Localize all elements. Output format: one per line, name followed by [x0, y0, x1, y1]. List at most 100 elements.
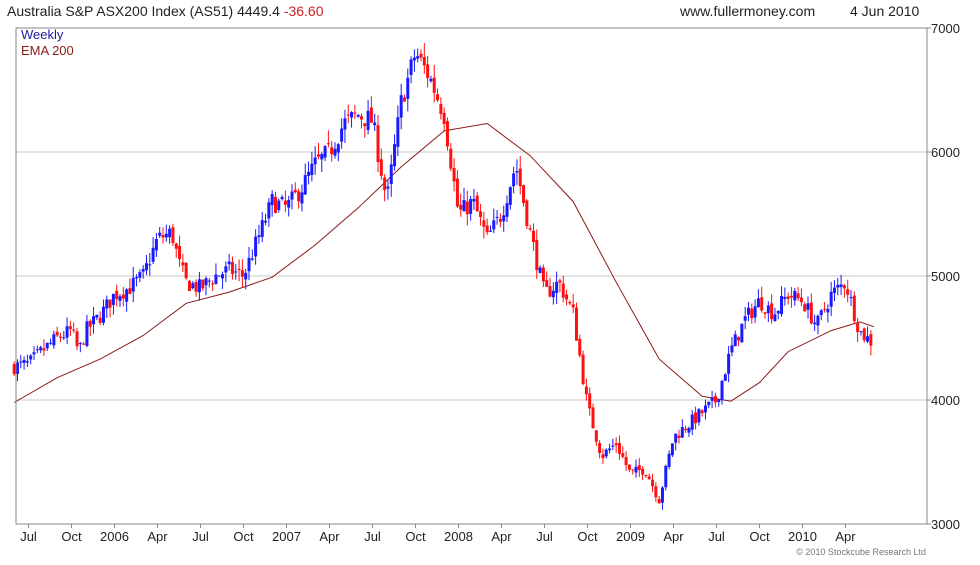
candle-body [700, 410, 704, 414]
chart-title: Australia S&P ASX200 Index (AS51) 4449.4… [7, 3, 324, 19]
candle-body [151, 247, 155, 262]
candle-body [780, 295, 784, 315]
candle-body [303, 175, 307, 195]
candle-body [664, 465, 668, 488]
candle-body [866, 336, 870, 342]
candle-body [75, 331, 79, 347]
candle-body [760, 297, 764, 311]
candle-body [763, 312, 767, 314]
candle-body [677, 435, 681, 438]
candle-body [654, 486, 658, 498]
candle-body [786, 296, 790, 299]
candle-body [512, 173, 516, 187]
candle-body [406, 77, 410, 99]
candle-body [522, 185, 526, 204]
candle-body [584, 386, 588, 395]
x-tick-label: Oct [405, 529, 426, 544]
candle-body [737, 336, 741, 341]
candle-body [121, 294, 125, 299]
x-tick-label: Apr [491, 529, 512, 544]
candle-body [746, 307, 750, 315]
candle-body [849, 297, 853, 299]
candle-body [393, 144, 397, 167]
candle-body [333, 148, 337, 156]
candle-body [254, 236, 258, 257]
x-tick-label: Jul [364, 529, 381, 544]
candle-body [839, 284, 843, 288]
candle-body [416, 56, 420, 59]
x-tick-label: Oct [577, 529, 598, 544]
candle-body [574, 307, 578, 341]
candle-body [52, 334, 56, 346]
candle-body [307, 171, 311, 176]
candle-body [608, 448, 612, 451]
candle-body [128, 288, 132, 294]
candle-body [412, 57, 416, 61]
candle-body [72, 329, 76, 331]
candle-body [667, 453, 671, 467]
candle-body [717, 399, 721, 403]
candle-body [187, 280, 191, 292]
x-tick-label: 2010 [788, 529, 817, 544]
candle-body [280, 197, 284, 200]
candle-body [320, 154, 324, 160]
candle-body [720, 381, 724, 401]
x-tick-label: Oct [233, 529, 254, 544]
candle-body [310, 163, 314, 175]
candle-body [796, 293, 800, 299]
y-tick-label: 5000 [931, 269, 960, 284]
candle-body [445, 121, 449, 147]
candle-body [498, 218, 502, 222]
candle-body [502, 215, 506, 222]
candle-body [819, 310, 823, 316]
candle-body [611, 445, 615, 447]
candle-body [402, 97, 406, 102]
candle-body [637, 465, 641, 470]
candle-body [449, 148, 453, 169]
candle-body [32, 352, 36, 355]
candle-body [495, 216, 499, 218]
candle-body [141, 269, 145, 272]
candle-body [621, 453, 625, 457]
candle-body [829, 291, 833, 307]
site-label: www.fullermoney.com [679, 3, 815, 19]
candle-body [181, 262, 185, 266]
copyright-text: © 2010 Stockcube Research Ltd [796, 547, 926, 557]
candle-body [581, 354, 585, 385]
candle-body [806, 303, 810, 310]
candle-body [684, 428, 688, 431]
y-tick-label: 4000 [931, 393, 960, 408]
candle-body [39, 347, 43, 351]
candle-body [687, 427, 691, 433]
candle-body [535, 239, 539, 271]
x-tick-label: 2009 [616, 529, 645, 544]
legend-weekly: Weekly [21, 27, 64, 42]
candle-body [98, 317, 102, 323]
x-tick-label: 2008 [444, 529, 473, 544]
candle-body [426, 64, 430, 79]
candle-body [515, 171, 519, 173]
grid [16, 151, 927, 401]
candle-body [813, 322, 817, 325]
candle-body [201, 279, 205, 289]
candle-body [703, 405, 707, 413]
candle-body [538, 267, 542, 273]
candle-body [65, 326, 69, 338]
candle-body [343, 118, 347, 130]
candle-body [482, 220, 486, 227]
candle-body [492, 220, 496, 230]
candle-body [508, 187, 512, 205]
candle-body [571, 304, 575, 308]
candle-body [727, 353, 731, 374]
candle-body [789, 295, 793, 298]
candle-body [168, 228, 172, 238]
candle-body [88, 320, 92, 327]
candle-body [740, 323, 744, 343]
y-axis: 3000 4000 5000 6000 7000 [927, 21, 960, 532]
candle-body [776, 311, 780, 314]
candle-body [359, 116, 363, 120]
candle-body [356, 114, 360, 117]
chart-title-prefix: Australia S&P ASX200 Index (AS51) 4449.4 [7, 3, 280, 19]
candle-body [191, 283, 195, 289]
candle-body [62, 337, 66, 339]
